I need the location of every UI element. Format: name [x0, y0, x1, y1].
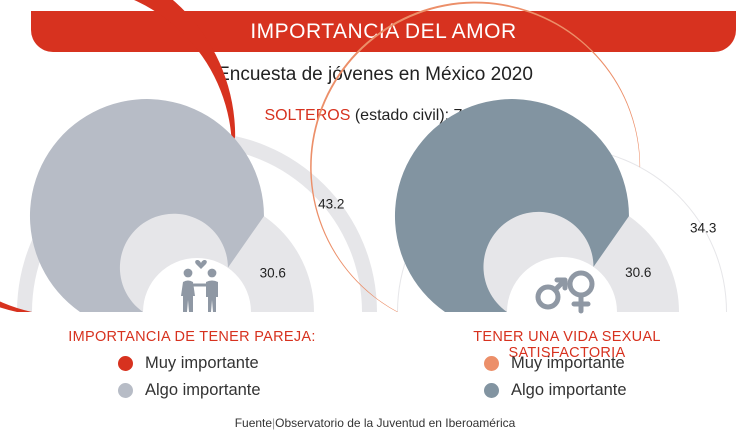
- male-arrow-icon: [552, 277, 568, 293]
- legend-right-muy-label: Muy importante: [511, 353, 625, 372]
- bar-algo-left: [29, 99, 264, 313]
- legend-right-algo-label: Algo importante: [511, 380, 627, 399]
- page-subtitle: Encuesta de jóvenes en México 2020: [217, 64, 533, 85]
- female-symbol-icon: [567, 270, 595, 298]
- data-label-muy-right: 34.3: [690, 221, 716, 236]
- legend-left-muy: Muy importante: [118, 352, 259, 374]
- singles-highlight: SOLTEROS: [264, 107, 351, 124]
- legend-left-algo: Algo importante: [118, 379, 261, 401]
- legend-right-algo-swatch: [484, 382, 499, 398]
- chart-title-pareja: IMPORTANCIA DE TENER PAREJA:: [68, 329, 316, 345]
- legend-left-algo-swatch: [118, 382, 133, 398]
- heart-icon: [195, 260, 207, 269]
- source-label: Fuente: [234, 416, 273, 430]
- data-label-algo-left: 30.6: [260, 265, 286, 280]
- source-text: Observatorio de la Juventud en Iberoamér…: [275, 416, 516, 430]
- couple-icon-head-left: [183, 268, 193, 278]
- legend-left-algo-label: Algo importante: [145, 380, 261, 399]
- legend-left-muy-label: Muy importante: [145, 353, 259, 372]
- male-symbol-icon: [535, 284, 561, 310]
- couple-icon-body-left: [181, 280, 195, 312]
- data-label-algo-right: 30.6: [625, 265, 651, 280]
- source-separator: |: [272, 416, 276, 430]
- couple-icon-head-right: [207, 268, 217, 278]
- bar-algo-right: [394, 99, 629, 312]
- legend-right-muy: Muy importante: [484, 352, 625, 374]
- data-label-muy-left: 43.2: [318, 197, 344, 212]
- source-note: Fuente|Observatorio de la Juventud en Ib…: [0, 416, 750, 430]
- legend-right-muy-swatch: [484, 355, 499, 371]
- couple-icon-body-right: [206, 280, 218, 312]
- legend-right-algo: Algo importante: [484, 379, 627, 401]
- chart-title-vida-sexual: TENER UNA VIDA SEXUAL SATISFACTORIA: [473, 329, 661, 361]
- legend-left-muy-swatch: [118, 355, 133, 371]
- female-cross-icon: [571, 292, 591, 314]
